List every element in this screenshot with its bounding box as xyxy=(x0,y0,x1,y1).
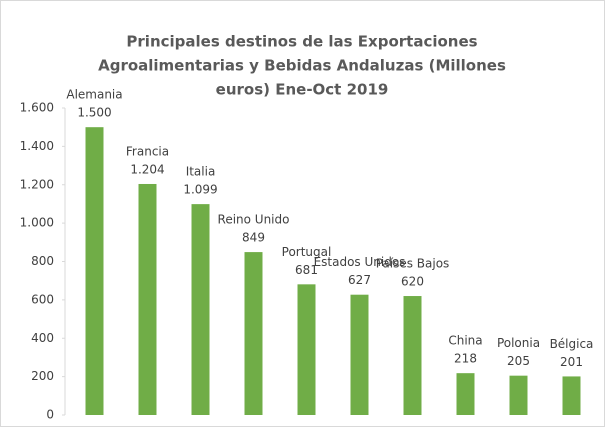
bar xyxy=(403,296,422,415)
data-label-value: 620 xyxy=(401,275,424,289)
bar xyxy=(297,284,316,415)
y-tick-label: 1.400 xyxy=(20,139,54,153)
bar xyxy=(85,127,104,415)
data-label-value: 849 xyxy=(242,231,265,245)
data-label-category: Alemania xyxy=(66,88,122,102)
data-label-category: Bélgica xyxy=(550,337,594,351)
bar xyxy=(562,376,581,415)
chart-title: Agroalimentarias y Bebidas Andaluzas (Mi… xyxy=(98,57,506,75)
data-label-category: Estados Unidos xyxy=(314,255,406,269)
data-label-category: Países Bajos xyxy=(376,257,450,271)
y-tick-label: 1.200 xyxy=(20,177,54,191)
bar xyxy=(350,294,369,415)
data-label-value: 218 xyxy=(454,352,477,366)
bar xyxy=(456,373,475,415)
y-tick-label: 200 xyxy=(31,369,54,383)
data-label-value: 1.204 xyxy=(130,162,164,176)
y-tick-label: 800 xyxy=(31,254,54,268)
data-label-category: Reino Unido xyxy=(218,213,290,227)
data-label-category: Francia xyxy=(126,144,169,158)
data-label-category: Polonia xyxy=(497,336,540,350)
data-label-value: 1.500 xyxy=(77,106,111,120)
data-label-category: Portugal xyxy=(282,245,332,259)
bar xyxy=(509,375,528,415)
y-tick-label: 1.000 xyxy=(20,216,54,230)
data-label-value: 205 xyxy=(507,354,530,368)
data-label-category: China xyxy=(448,334,482,348)
data-label-value: 627 xyxy=(348,273,371,287)
chart-title: Principales destinos de las Exportacione… xyxy=(126,33,477,51)
bar xyxy=(244,252,263,415)
bar xyxy=(191,204,210,415)
y-tick-label: 400 xyxy=(31,331,54,345)
data-label-value: 201 xyxy=(560,355,583,369)
data-label-value: 681 xyxy=(295,263,318,277)
data-label-category: Italia xyxy=(186,165,216,179)
y-tick-label: 600 xyxy=(31,292,54,306)
y-tick-label: 0 xyxy=(46,408,54,422)
y-tick-label: 1.600 xyxy=(20,101,54,115)
data-label-value: 1.099 xyxy=(183,183,217,197)
chart-title: euros) Ene-Oct 2019 xyxy=(216,81,389,99)
bar xyxy=(138,183,157,415)
